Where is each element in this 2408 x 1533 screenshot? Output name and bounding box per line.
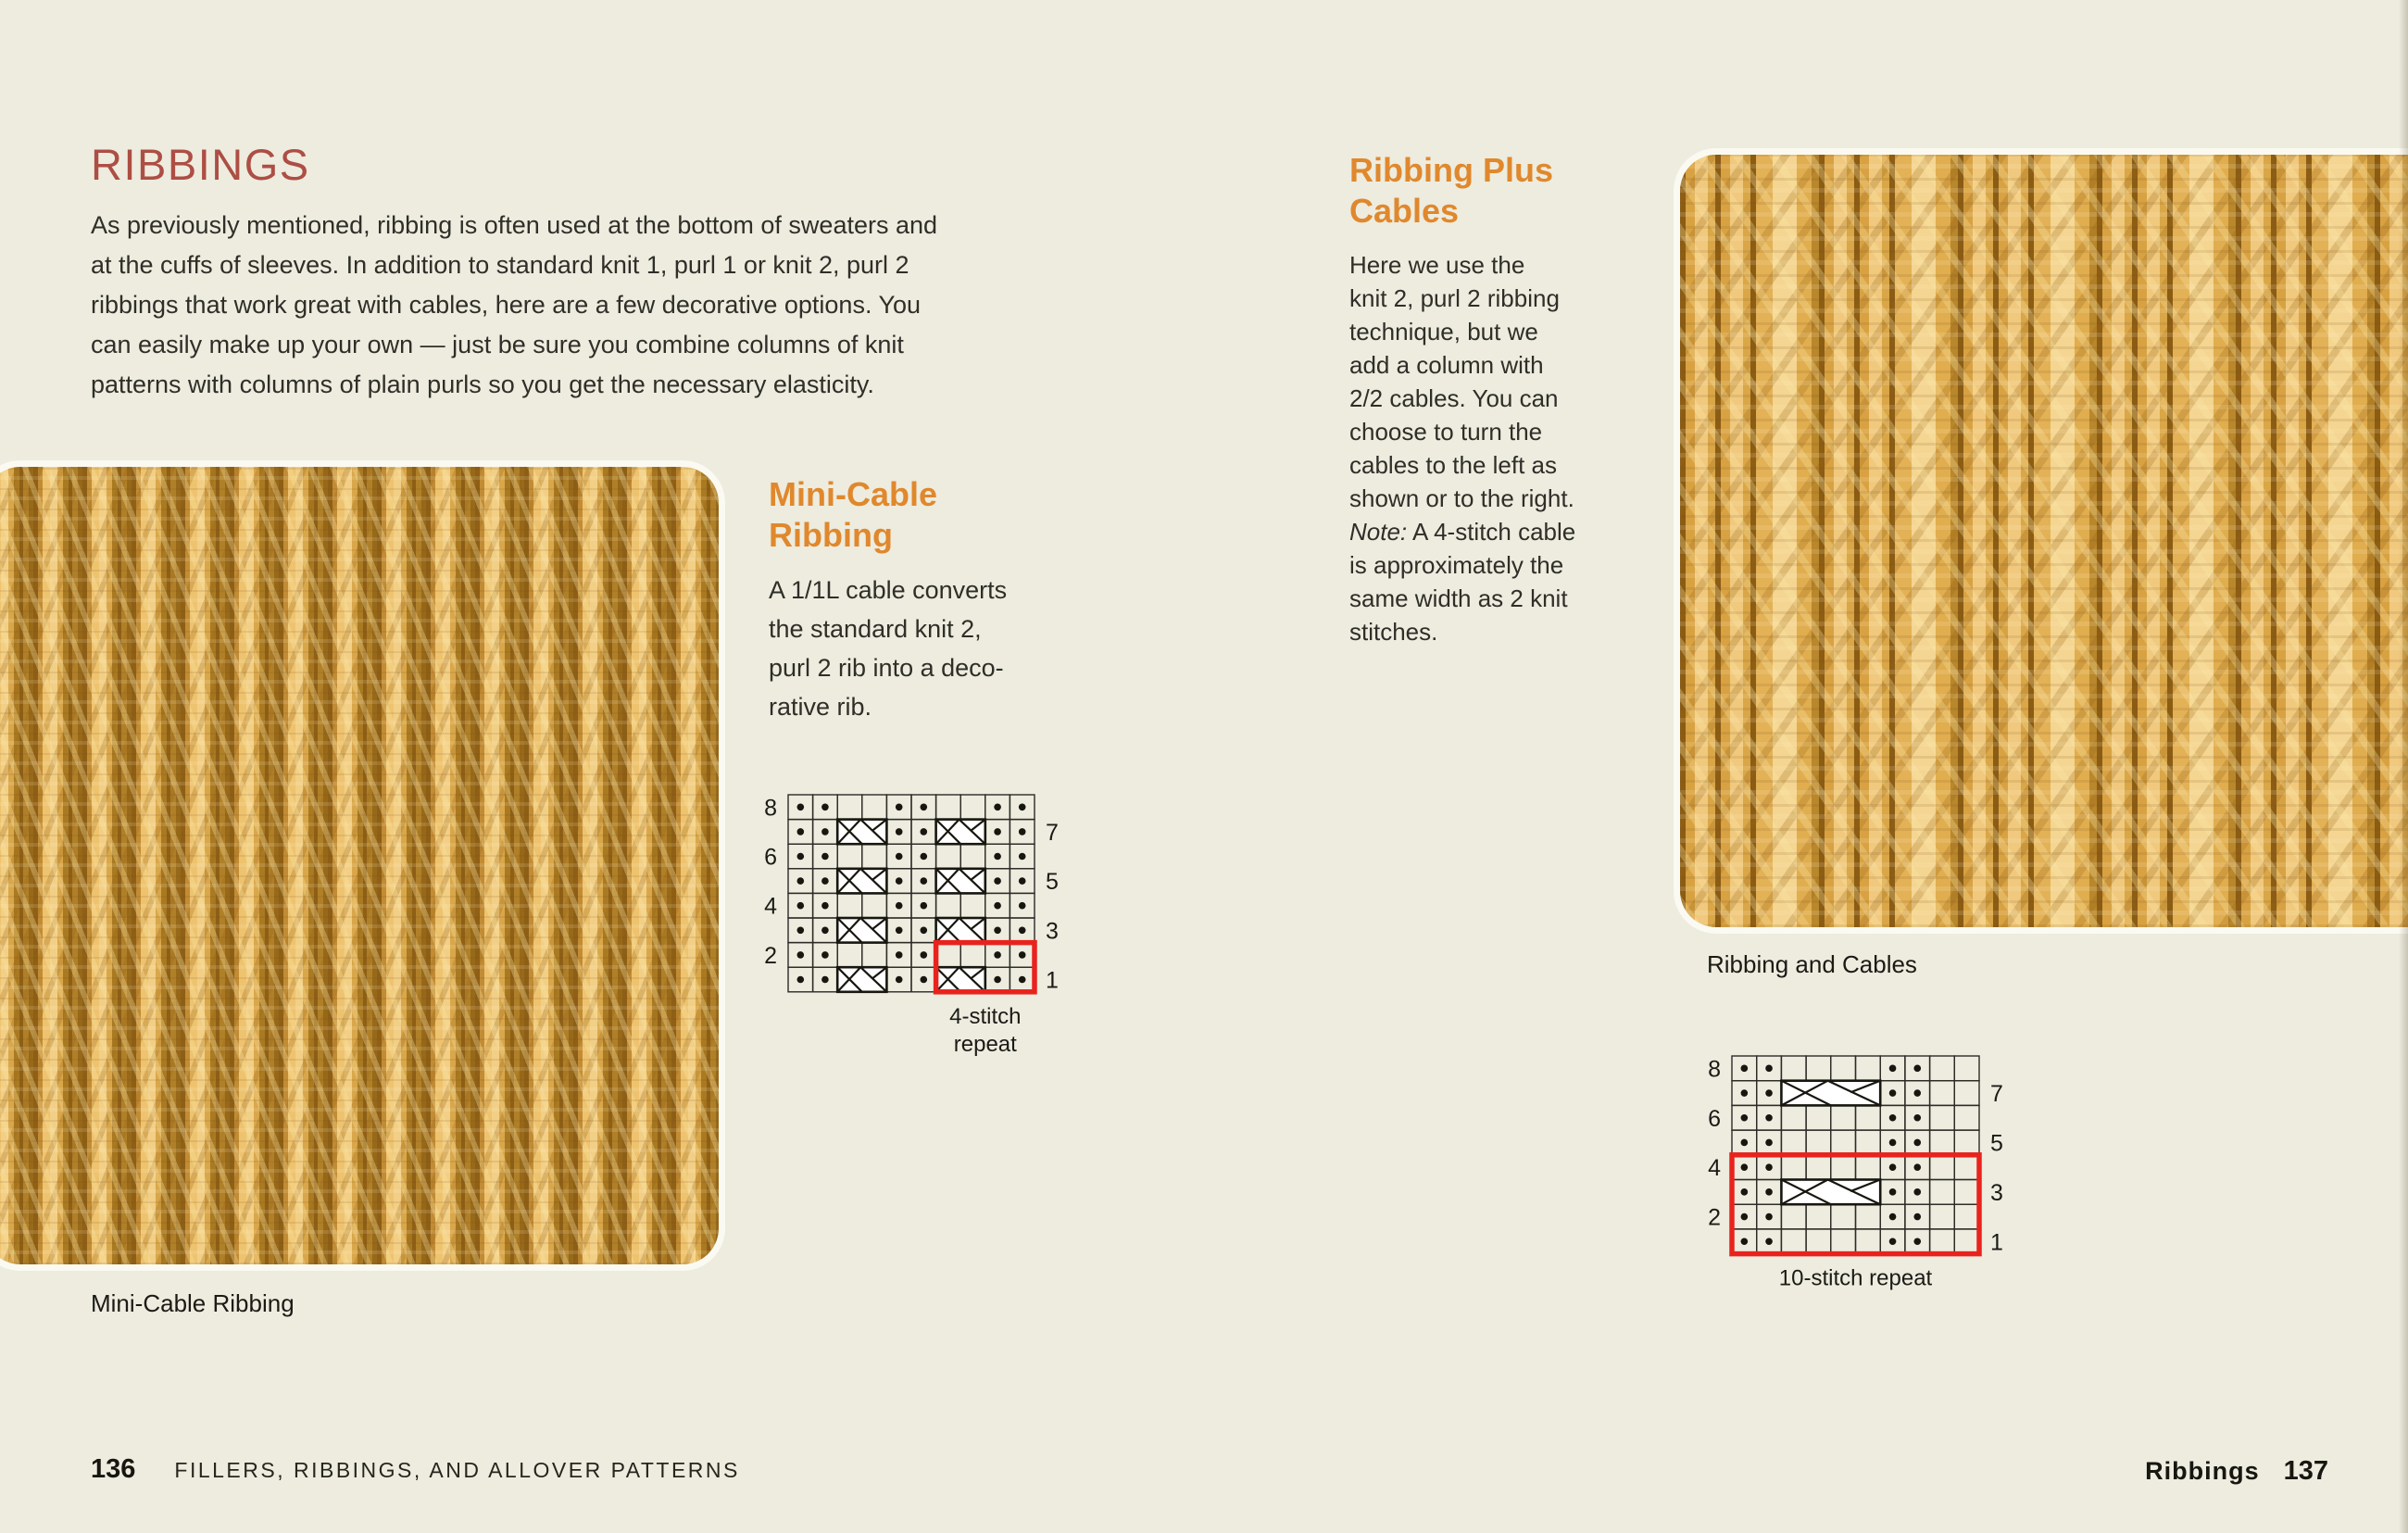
article-body-text: Here we use the knit 2, purl 2 ribbing t… <box>1349 251 1574 512</box>
svg-text:7: 7 <box>1046 820 1059 846</box>
svg-text:5: 5 <box>1990 1130 2003 1156</box>
svg-text:5: 5 <box>1046 869 1059 895</box>
note-label: Note: <box>1349 518 1408 546</box>
footer-section-title: Ribbings <box>2145 1457 2260 1485</box>
svg-text:4: 4 <box>1708 1155 1721 1181</box>
svg-text:10-stitch repeat: 10-stitch repeat <box>1779 1266 1933 1291</box>
svg-text:6: 6 <box>1708 1106 1721 1132</box>
section-title: RIBBINGS <box>91 140 310 189</box>
mini-cable-ribbing-photo <box>0 460 725 1271</box>
svg-text:1: 1 <box>1990 1229 2003 1255</box>
photo-caption-right: Ribbing and Cables <box>1707 950 1917 978</box>
article-body-mini-cable-ribbing: A 1/1L cable converts the standard knit … <box>769 576 1008 721</box>
footer-chapter-title: FILLERS, RIBBINGS, AND ALLOVER PATTERNS <box>174 1458 740 1482</box>
svg-text:6: 6 <box>764 845 777 871</box>
svg-text:3: 3 <box>1046 918 1059 944</box>
footer-right: Ribbings 137 <box>2145 1456 2328 1487</box>
knitting-chart-mini-cable: 8 6 4 2 7 5 3 1 4-stitch repeat <box>764 794 1059 1057</box>
note-body-text: is approximately the same width as 2 kni… <box>1349 551 1568 646</box>
page-number-right: 137 <box>2283 1456 2328 1486</box>
svg-text:2: 2 <box>764 943 777 969</box>
article-body-ribbing-plus-cables: Here we use the knit 2, purl 2 ribbing t… <box>1349 248 1683 648</box>
footer-left: 136 FILLERS, RIBBINGS, AND ALLOVER PATTE… <box>91 1454 740 1485</box>
svg-text:repeat: repeat <box>954 1032 1017 1057</box>
svg-text:2: 2 <box>1708 1205 1721 1231</box>
svg-text:8: 8 <box>1708 1056 1721 1082</box>
page-number-left: 136 <box>91 1454 136 1484</box>
article-title-ribbing-plus-cables: Ribbing Plus Cables <box>1349 151 1553 230</box>
intro-paragraph: As previously mentioned, ribbing is ofte… <box>91 211 938 398</box>
svg-text:3: 3 <box>1990 1180 2003 1206</box>
svg-text:7: 7 <box>1990 1081 2003 1107</box>
photo-caption-left: Mini-Cable Ribbing <box>91 1289 295 1317</box>
page-edge-shadow <box>2399 0 2408 1533</box>
note-first-line: A 4-stitch cable <box>1407 518 1576 546</box>
article-title-mini-cable-ribbing: Mini-Cable Ribbing <box>769 475 938 554</box>
ribbing-and-cables-photo <box>1674 148 2408 934</box>
svg-text:4: 4 <box>764 894 777 920</box>
svg-text:1: 1 <box>1046 968 1059 994</box>
knitting-chart-ribbing-plus-cables: 8 6 4 2 7 5 3 1 10-stitch repeat <box>1708 1055 2003 1291</box>
svg-text:8: 8 <box>764 795 777 821</box>
svg-text:4-stitch: 4-stitch <box>949 1004 1021 1029</box>
